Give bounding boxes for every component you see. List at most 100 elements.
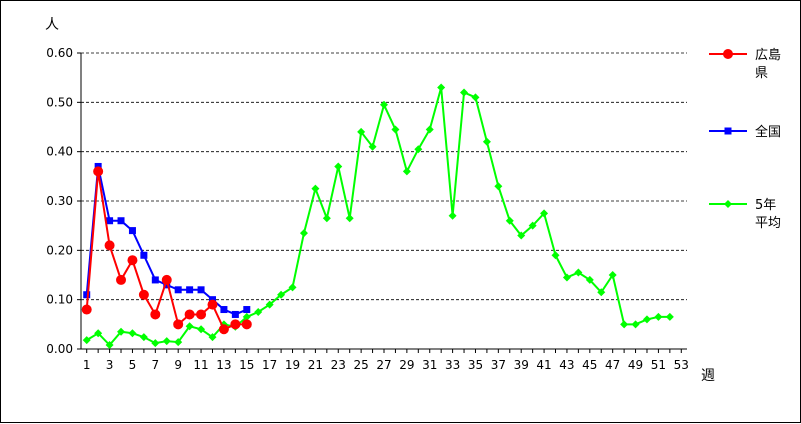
data-point [197,325,206,334]
data-point [334,162,343,171]
data-point [414,145,423,154]
data-point [161,274,172,285]
x-tick-label: 33 [445,358,460,372]
x-tick-label: 47 [605,358,620,372]
x-tick-label: 7 [152,358,160,372]
data-point [207,299,218,310]
x-tick-label: 45 [582,358,597,372]
data-point [117,217,125,225]
data-point [220,306,228,314]
data-point [81,304,92,315]
data-point [299,229,308,238]
x-tick-label: 17 [262,358,277,372]
grid-lines [81,52,687,301]
data-point [597,288,606,297]
data-point [242,312,251,321]
data-point [83,291,91,299]
data-point [265,300,274,309]
data-point [104,240,115,251]
data-point [517,231,526,240]
data-point [127,255,138,266]
data-series [81,83,674,350]
x-tick-labels: 1 3 5 7 9 11 13 15 17 19 21 23 25 27 29 31 33 35 37 39 41 43 4… [83,358,689,372]
legend-label: 県 [755,66,768,81]
data-point [540,209,549,218]
legend-item: 全国 [709,124,781,140]
data-point [162,337,171,346]
data-point [562,273,571,282]
data-point [345,214,354,223]
data-point [391,125,400,134]
data-point [94,329,103,338]
y-unit-label: 人 [45,17,59,33]
data-point [311,184,320,193]
data-point [196,309,207,320]
data-point [106,217,114,225]
data-point [230,319,241,330]
legend-marker [723,49,733,59]
y-tick-label: 0.40 [46,145,73,159]
x-tick-label: 15 [239,358,254,372]
series-line [86,87,670,347]
data-point [357,127,366,136]
legend-marker [724,200,732,208]
series-line [85,166,248,316]
data-point [425,125,434,134]
data-point [173,319,184,330]
x-tick-label: 23 [331,358,346,372]
x-tick-label: 29 [399,358,414,372]
x-tick-label: 51 [651,358,666,372]
data-point [551,251,560,260]
legend-marker [724,127,732,135]
data-point [197,286,205,294]
data-point [288,283,297,292]
data-point [620,320,629,329]
data-point [82,336,91,345]
x-tick-label: 11 [193,358,208,372]
data-point [402,167,411,176]
data-point [654,312,663,321]
data-point [174,286,182,294]
data-point [448,211,457,220]
legend-label: 5年 [755,198,776,213]
data-point [105,341,114,350]
x-tick-label: 53 [674,358,689,372]
x-tick-label: 41 [536,358,551,372]
data-point [574,268,583,277]
legend-label: 平均 [755,216,781,231]
data-point [243,306,251,314]
data-point [368,142,377,151]
data-point [218,324,229,335]
data-point [665,312,674,321]
data-point [322,214,331,223]
data-point [128,329,137,338]
data-point [460,88,469,97]
x-unit-label: 週 [701,368,715,384]
x-tick-label: 25 [353,358,368,372]
data-point [437,83,446,92]
x-tick-label: 43 [559,358,574,372]
data-point [140,251,148,259]
y-tick-label: 0.20 [46,243,73,257]
data-point [185,322,194,331]
x-tick-label: 39 [514,358,529,372]
data-point [642,315,651,324]
x-tick-label: 5 [129,358,137,372]
data-point [608,271,617,279]
data-point [151,339,160,348]
data-point [138,289,149,300]
series-2 [82,83,674,350]
data-point [117,327,126,336]
x-tick-label: 27 [376,358,391,372]
x-tick-label: 49 [628,358,643,372]
data-point [116,274,127,285]
x-tick-label: 37 [491,358,506,372]
axes [77,52,687,353]
data-point [174,338,183,347]
y-tick-label: 0.00 [46,342,73,356]
y-tick-label: 0.60 [46,46,73,60]
legend-label: 広島 [755,48,781,63]
y-tick-label: 0.30 [46,194,73,208]
